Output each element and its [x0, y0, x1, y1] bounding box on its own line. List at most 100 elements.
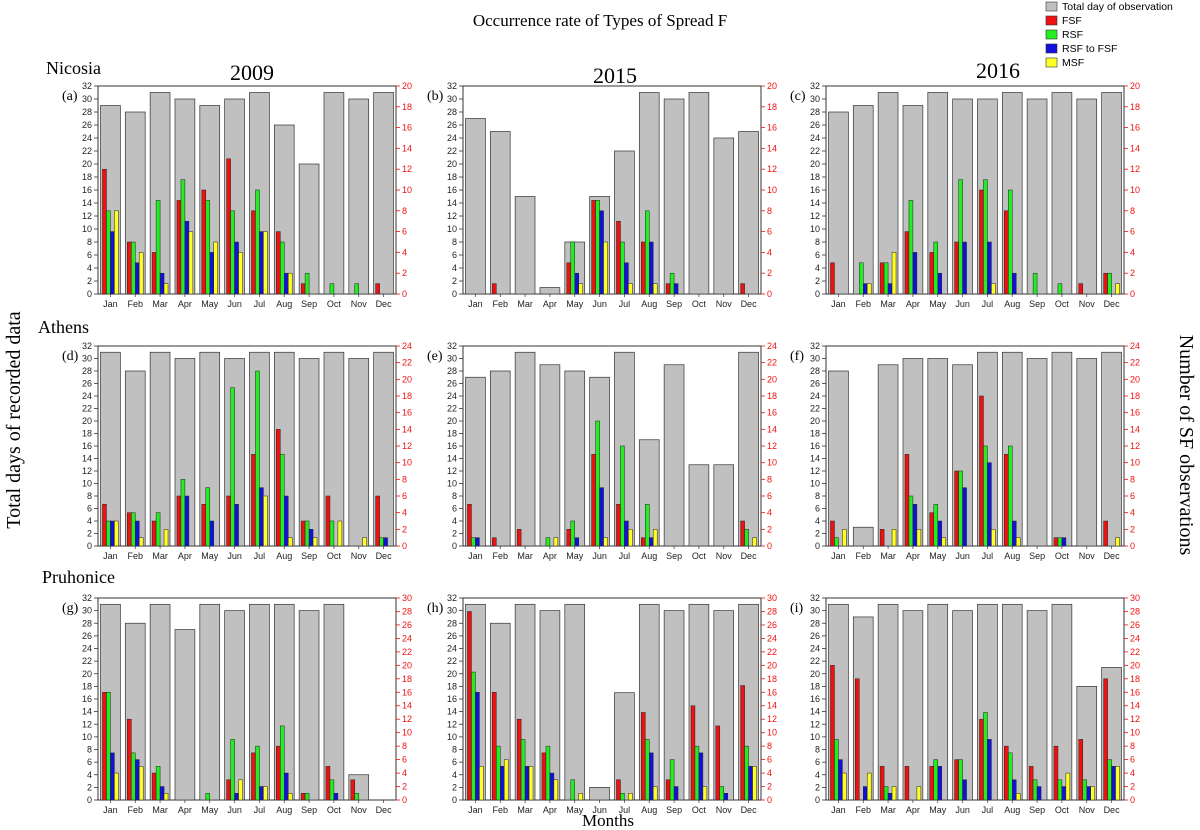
panel-c-bar-msf-mar: [891, 252, 897, 295]
panel-a-bar-fsf-may: [201, 189, 207, 295]
panel-b-bar-total-oct: [688, 92, 710, 295]
panel-h-bar-fsf-feb: [492, 692, 497, 801]
panel-g-left-tick-label: 10: [82, 732, 92, 742]
panel-c-x-tick-label: Oct: [1055, 299, 1070, 309]
panel-e-frame: [462, 345, 762, 547]
panel-a-left-tick-label: 10: [82, 224, 92, 234]
legend-label-total: Total day of observation: [1062, 1, 1173, 13]
panel-c-left-tick-label: 28: [810, 107, 820, 117]
station-label-pruhonice: Pruhonice: [42, 567, 115, 587]
panel-d-left-tick-label: 6: [87, 504, 92, 514]
panel-g-x-tick-label: Aug: [276, 805, 292, 815]
panel-c-left-tick-label: 22: [810, 146, 820, 156]
panel-c-bar-rsf-to-fsf-may: [937, 272, 942, 295]
panel-d-bar-rsf-to-fsf-feb: [135, 520, 140, 547]
year-label-2015: 2015: [593, 63, 637, 88]
panel-c-left-tick-label: 10: [810, 224, 820, 234]
panel-h-bar-fsf-dec: [740, 685, 745, 801]
panel-f-bar-fsf-jan: [830, 520, 835, 547]
panel-f-x-tick-label: Dec: [1104, 551, 1121, 561]
panel-c-right-tick-label: 12: [1130, 164, 1140, 174]
panel-i-right-tick-label: 0: [1130, 795, 1135, 805]
panel-e-letter: (e): [427, 349, 443, 364]
panel-b-left-tick-label: 2: [452, 276, 457, 286]
panel-i-x-tick-label: Oct: [1055, 805, 1070, 815]
panel-i-right-tick-label: 26: [1130, 620, 1140, 630]
panel-h-left-tick-label: 2: [452, 782, 457, 792]
panel-e-bar-msf-jul: [628, 529, 633, 547]
panel-d-bar-fsf-aug: [276, 429, 281, 547]
panel-h-bar-fsf-apr: [541, 752, 547, 801]
panel-g-bar-msf-mar: [163, 793, 169, 801]
panel-d-bar-fsf-dec: [375, 495, 380, 547]
panel-a-bar-total-nov: [348, 98, 370, 295]
panel-c-bar-rsf-to-fsf-apr: [912, 252, 918, 295]
panel-h-bar-fsf-sep: [665, 779, 671, 801]
panel-h-bar-total-jun: [589, 787, 610, 801]
panel-c-left-tick-label: 26: [810, 120, 820, 130]
panel-a-left-tick-label: 6: [87, 250, 92, 260]
panel-e-right-tick-label: 16: [767, 408, 777, 418]
panel-f-bar-total-dec: [1101, 351, 1122, 547]
panel-g-right-tick-label: 28: [402, 606, 412, 616]
panel-c-bar-rsf-to-fsf-jun: [962, 241, 967, 295]
panel-h-left-tick-label: 10: [447, 732, 457, 742]
panel-b-left-tick-label: 30: [447, 94, 457, 104]
panel-f-bar-msf-jul: [991, 529, 996, 547]
panel-b-bar-fsf-dec: [740, 283, 745, 295]
panel-h-bar-msf-oct: [702, 786, 708, 801]
panel-h-bar-rsf-jan: [471, 671, 476, 801]
panel-i-bar-rsf-to-fsf-oct: [1061, 786, 1067, 801]
panel-i-x-tick-label: Feb: [855, 805, 871, 815]
panel-e-bar-fsf-may: [566, 529, 572, 547]
panel-d-left-tick-label: 4: [87, 516, 92, 526]
panel-e: (e)0246810121416182022242628303202468101…: [427, 341, 777, 561]
panel-c-bar-rsf-apr: [908, 200, 914, 295]
panel-c-x-tick-label: May: [929, 299, 947, 309]
panel-e-x-tick-label: Jun: [592, 551, 607, 561]
panel-b-right-tick-label: 12: [767, 164, 777, 174]
panel-f-right-tick-label: 0: [1130, 541, 1135, 551]
panel-i-bar-fsf-jun: [954, 759, 959, 801]
panel-h-x-tick-label: Dec: [741, 805, 758, 815]
panel-a-x-tick-label: Jun: [227, 299, 242, 309]
panel-b-left-tick-label: 12: [447, 211, 457, 221]
panel-a-bar-rsf-to-fsf-jan: [110, 231, 115, 295]
panel-a-bar-fsf-apr: [176, 200, 182, 295]
panel-f-right-tick-label: 20: [1130, 374, 1140, 384]
panel-g-right-tick-label: 22: [402, 647, 412, 657]
panel-i-left-tick-label: 26: [810, 631, 820, 641]
panel-f-left-tick-label: 0: [815, 541, 820, 551]
panel-f-bar-msf-apr: [916, 529, 922, 547]
panel-g-bar-rsf-to-fsf-mar: [159, 786, 165, 801]
panel-d-bar-rsf-sep: [304, 520, 310, 547]
panel-b-left-tick-label: 20: [447, 159, 457, 169]
panel-g-left-tick-label: 16: [82, 694, 92, 704]
panel-d-bar-rsf-to-fsf-jun: [234, 504, 239, 547]
panel-a-x-tick-label: Apr: [178, 299, 192, 309]
panel-d-right-tick-label: 22: [402, 358, 412, 368]
panel-a-left-tick-label: 8: [87, 237, 92, 247]
panel-d-x-tick-label: Dec: [376, 551, 393, 561]
panel-b-right-tick-label: 20: [767, 81, 777, 91]
panel-c-bar-total-dec: [1101, 92, 1122, 295]
panel-a-bar-msf-may: [213, 241, 218, 295]
panel-b-bar-msf-may: [578, 283, 583, 295]
panel-b-right-tick-label: 10: [767, 185, 777, 195]
panel-g-right-tick-label: 0: [402, 795, 407, 805]
panel-i-left-tick-label: 6: [815, 757, 820, 767]
panel-g-right-tick-label: 16: [402, 687, 412, 697]
panel-h-left-tick-label: 22: [447, 656, 457, 666]
panel-h-left-tick-label: 30: [447, 606, 457, 616]
panel-i-bar-rsf-mar: [883, 786, 889, 801]
panel-c-bar-rsf-may: [933, 241, 939, 295]
panel-i-left-tick-label: 22: [810, 656, 820, 666]
panel-h-bar-total-may: [564, 603, 586, 801]
panel-e-left-tick-label: 28: [447, 366, 457, 376]
panel-f-x-tick-label: Nov: [1079, 551, 1096, 561]
panel-d-left-tick-label: 26: [82, 379, 92, 389]
panel-e-x-tick-label: Mar: [517, 551, 533, 561]
panel-f-bar-fsf-jun: [954, 470, 959, 547]
panel-d-x-tick-label: Sep: [301, 551, 317, 561]
panel-e-x-tick-label: Aug: [641, 551, 657, 561]
